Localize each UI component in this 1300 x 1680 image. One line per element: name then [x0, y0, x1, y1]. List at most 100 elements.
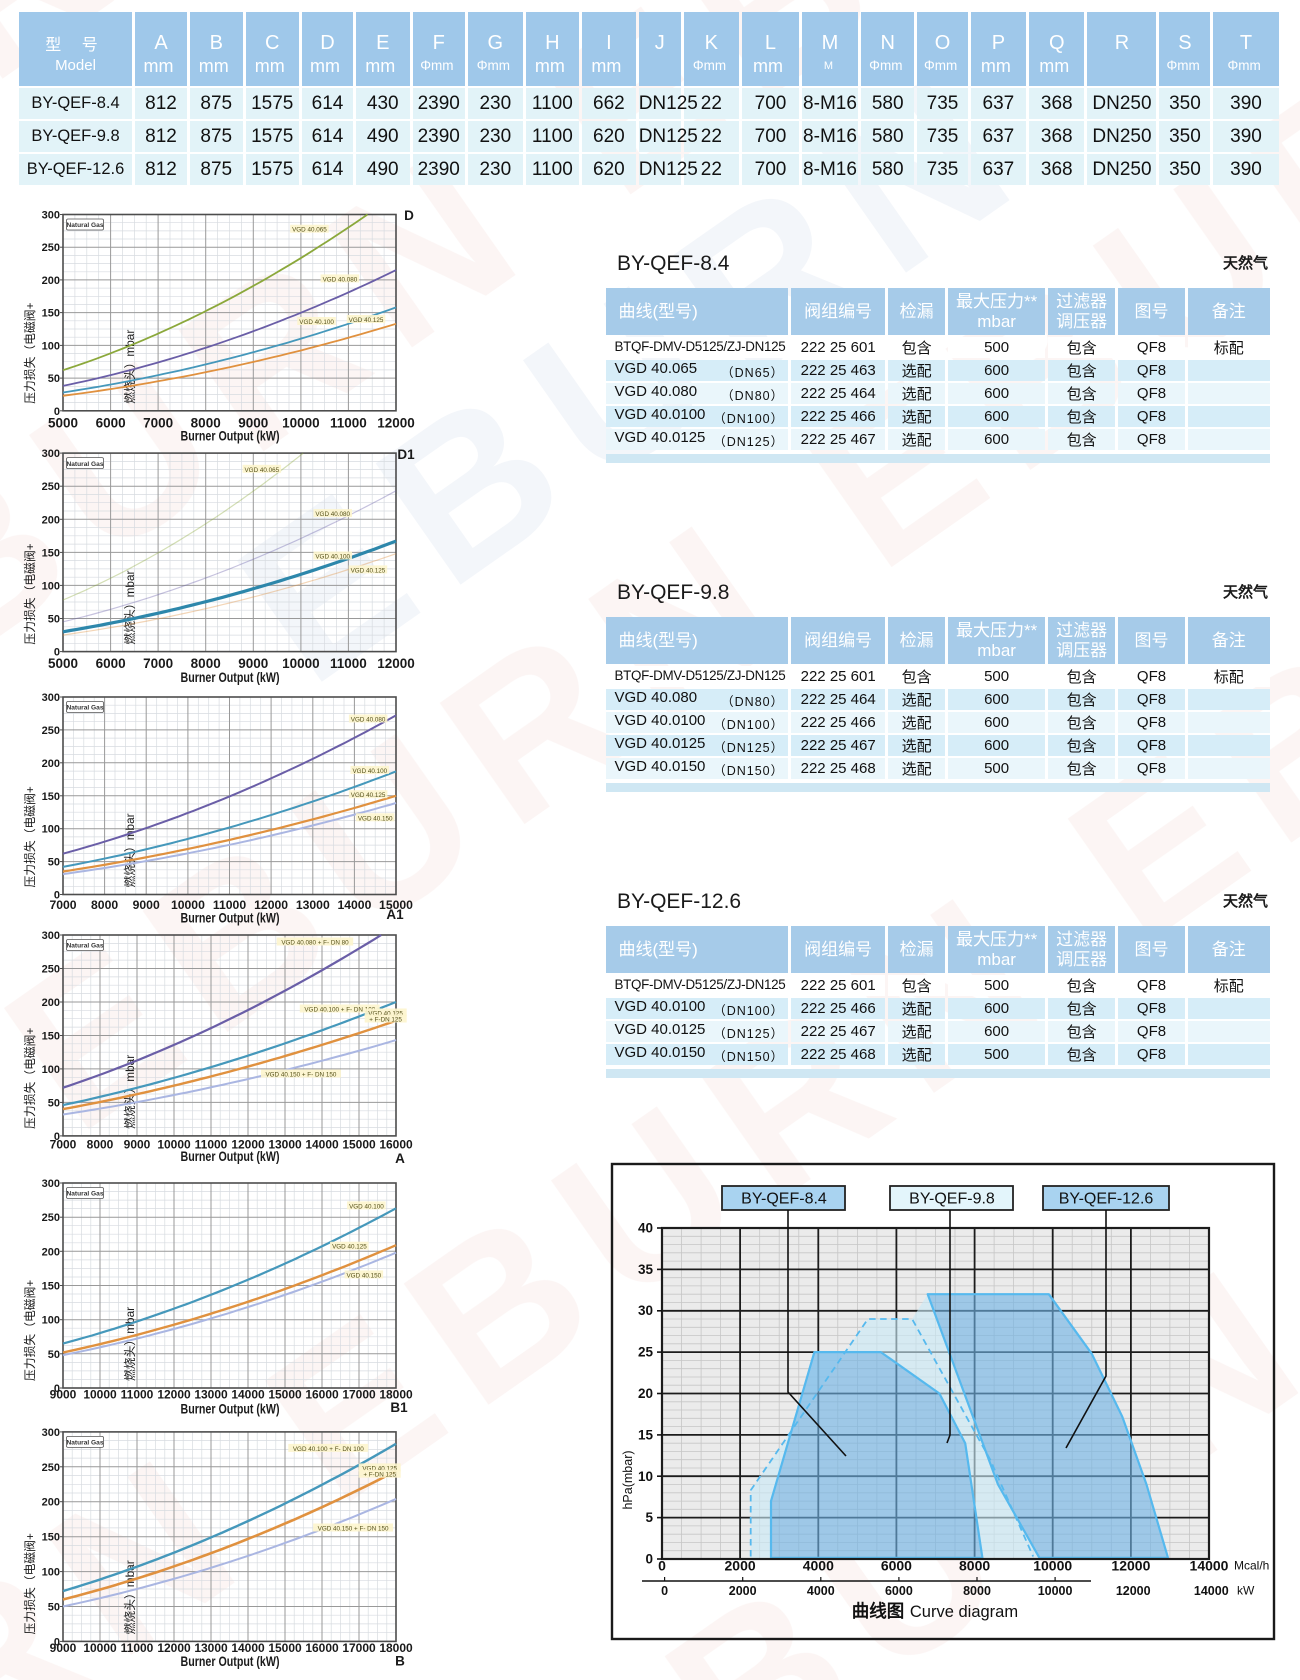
svg-text:35: 35 [638, 1262, 654, 1277]
svg-text:15000: 15000 [268, 1641, 302, 1655]
svg-text:VGD 40.150: VGD 40.150 [346, 1272, 381, 1279]
svg-text:16000: 16000 [305, 1641, 339, 1655]
svg-text:7000: 7000 [143, 415, 173, 430]
svg-text:A: A [395, 1151, 405, 1166]
svg-text:VGD 40.125: VGD 40.125 [362, 1465, 397, 1472]
svg-text:12000: 12000 [157, 1641, 191, 1655]
svg-text:9000: 9000 [238, 656, 268, 671]
svg-text:5000: 5000 [48, 656, 78, 671]
svg-text:250: 250 [42, 725, 60, 737]
svg-text:10000: 10000 [83, 1388, 117, 1402]
svg-text:Burner Output (kW): Burner Output (kW) [181, 1149, 280, 1164]
svg-text:10000: 10000 [83, 1641, 117, 1655]
svg-text:7000: 7000 [50, 1137, 77, 1151]
svg-text:8000: 8000 [191, 656, 221, 671]
svg-text:0: 0 [54, 890, 60, 902]
svg-text:VGD 40.080: VGD 40.080 [323, 276, 358, 283]
svg-text:12000: 12000 [377, 415, 415, 430]
svg-text:6000: 6000 [881, 1558, 912, 1574]
svg-text:15000: 15000 [379, 898, 413, 912]
svg-text:VGD 40.100 + F- DN 100: VGD 40.100 + F- DN 100 [293, 1446, 364, 1453]
svg-text:100: 100 [42, 824, 60, 836]
svg-text:12000: 12000 [157, 1388, 191, 1402]
svg-text:0: 0 [54, 647, 60, 659]
svg-text:14000: 14000 [1190, 1558, 1229, 1574]
svg-text:250: 250 [42, 1212, 60, 1224]
svg-text:150: 150 [42, 1532, 60, 1544]
svg-text:12000: 12000 [231, 1137, 265, 1151]
svg-text:14000: 14000 [231, 1388, 265, 1402]
svg-text:Natural Gas: Natural Gas [66, 461, 103, 468]
svg-text:150: 150 [42, 791, 60, 803]
svg-text:11000: 11000 [213, 898, 246, 912]
svg-text:300: 300 [42, 930, 60, 942]
svg-text:200: 200 [42, 758, 60, 770]
svg-text:D1: D1 [397, 447, 415, 462]
svg-text:VGD 40.100 + F- DN 100: VGD 40.100 + F- DN 100 [304, 1007, 375, 1014]
svg-text:13000: 13000 [296, 898, 330, 912]
svg-text:燃烧头）mbar: 燃烧头）mbar [123, 570, 137, 644]
svg-text:12000: 12000 [254, 898, 288, 912]
svg-text:14000: 14000 [305, 1137, 339, 1151]
svg-text:压力损失（电磁阀+: 压力损失（电磁阀+ [23, 302, 37, 403]
svg-text:100: 100 [42, 340, 60, 352]
svg-text:100: 100 [42, 1315, 60, 1327]
svg-text:15: 15 [638, 1427, 654, 1442]
svg-text:8000: 8000 [959, 1558, 990, 1574]
svg-text:BY-QEF-8.4: BY-QEF-8.4 [741, 1191, 827, 1208]
svg-text:200: 200 [42, 514, 60, 526]
svg-text:150: 150 [42, 1281, 60, 1293]
svg-text:Burner Output (kW): Burner Output (kW) [181, 1402, 280, 1417]
svg-text:10000: 10000 [171, 898, 205, 912]
svg-text:100: 100 [42, 1064, 60, 1076]
svg-text:B: B [395, 1653, 405, 1668]
svg-text:Curve diagram: Curve diagram [910, 1603, 1018, 1621]
svg-text:Burner Output (kW): Burner Output (kW) [181, 670, 280, 685]
svg-text:VGD 40.150: VGD 40.150 [358, 815, 393, 822]
svg-text:200: 200 [42, 1497, 60, 1509]
svg-text:16000: 16000 [305, 1388, 339, 1402]
svg-text:+ F-DN 125: + F-DN 125 [369, 1017, 402, 1024]
svg-text:VGD 40.100: VGD 40.100 [299, 319, 334, 326]
svg-text:Natural Gas: Natural Gas [66, 705, 103, 712]
svg-text:0: 0 [54, 1131, 60, 1143]
svg-text:300: 300 [42, 210, 60, 222]
svg-text:250: 250 [42, 242, 60, 254]
svg-text:100: 100 [42, 1567, 60, 1579]
svg-text:5: 5 [645, 1510, 653, 1525]
svg-text:8000: 8000 [191, 415, 221, 430]
svg-text:7000: 7000 [49, 898, 76, 912]
svg-text:Burner Output (kW): Burner Output (kW) [181, 429, 280, 444]
svg-text:6000: 6000 [96, 656, 126, 671]
svg-text:13000: 13000 [194, 1388, 228, 1402]
svg-text:Natural Gas: Natural Gas [66, 1440, 103, 1447]
svg-text:VGD 40.125: VGD 40.125 [332, 1244, 367, 1251]
svg-text:200: 200 [42, 1246, 60, 1258]
svg-text:4000: 4000 [807, 1584, 835, 1598]
svg-text:10000: 10000 [1033, 1558, 1072, 1574]
svg-text:200: 200 [42, 275, 60, 287]
svg-text:VGD 40.125: VGD 40.125 [349, 317, 384, 324]
svg-text:13000: 13000 [268, 1137, 302, 1151]
svg-text:15000: 15000 [268, 1388, 302, 1402]
svg-text:10: 10 [638, 1469, 653, 1484]
svg-text:A1: A1 [386, 907, 404, 922]
svg-text:150: 150 [42, 308, 60, 320]
svg-text:9000: 9000 [50, 1388, 77, 1402]
svg-text:11000: 11000 [330, 415, 367, 430]
svg-text:0: 0 [54, 1636, 60, 1648]
svg-text:7000: 7000 [143, 656, 173, 671]
svg-text:16000: 16000 [379, 1137, 413, 1151]
svg-text:Natural Gas: Natural Gas [66, 1191, 103, 1198]
svg-text:VGD 40.080: VGD 40.080 [315, 511, 350, 518]
svg-text:2000: 2000 [729, 1584, 757, 1598]
svg-text:VGD 40.125: VGD 40.125 [368, 1011, 403, 1018]
svg-text:0: 0 [54, 1383, 60, 1395]
svg-text:40: 40 [638, 1221, 653, 1236]
svg-text:12000: 12000 [1111, 1558, 1150, 1574]
svg-text:Natural Gas: Natural Gas [66, 943, 103, 950]
svg-text:压力损失（电磁阀+: 压力损失（电磁阀+ [23, 786, 37, 887]
svg-text:D: D [404, 208, 414, 223]
svg-text:VGD 40.125: VGD 40.125 [351, 792, 386, 799]
svg-text:14000: 14000 [231, 1641, 265, 1655]
